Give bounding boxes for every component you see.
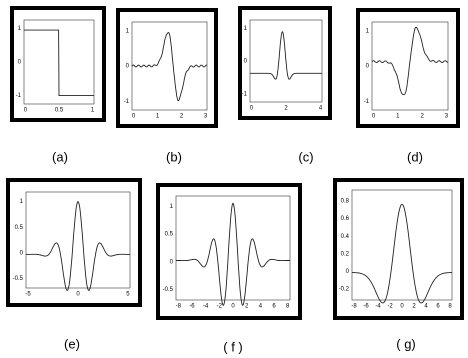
- x-tick-label: 4: [424, 304, 428, 310]
- panel-frame: [238, 6, 332, 120]
- panel-frame: [10, 6, 106, 122]
- x-tick-label: -2: [387, 304, 393, 310]
- y-tick-label: 0.8: [341, 199, 350, 205]
- panel-caption: (e): [64, 336, 80, 351]
- panel-frame: [116, 8, 218, 128]
- y-tick-label: 0.4: [341, 234, 350, 240]
- y-tick-label: -1: [124, 99, 130, 105]
- y-tick-label: -1: [242, 91, 248, 97]
- x-tick-label: -6: [189, 304, 195, 310]
- y-tick-label: -0.5: [163, 287, 174, 293]
- y-tick-label: 1: [366, 28, 370, 34]
- panel-frame: [156, 183, 302, 320]
- x-tick-label: 3: [445, 114, 449, 120]
- x-tick-label: 0: [231, 304, 235, 310]
- x-tick-label: 8: [448, 304, 452, 310]
- plot-box: [25, 191, 131, 289]
- x-tick-label: 0.5: [55, 108, 64, 114]
- x-tick-label: -4: [375, 304, 381, 310]
- curve: [26, 200, 130, 292]
- panel-caption: ( g): [396, 336, 416, 351]
- y-tick-label: 0: [244, 59, 248, 65]
- x-tick-label: 6: [436, 304, 440, 310]
- curve: [176, 202, 290, 307]
- y-tick-label: -1: [364, 99, 370, 105]
- panel-caption: (b): [166, 149, 182, 164]
- panel-frame: [333, 178, 464, 320]
- x-tick-label: 0: [372, 114, 376, 120]
- x-tick-label: 0: [132, 114, 136, 120]
- plot-box: [175, 195, 291, 301]
- panel-frame: [356, 8, 460, 128]
- x-tick-label: -4: [203, 304, 209, 310]
- x-tick-label: 0: [76, 292, 80, 298]
- y-tick-label: 0.6: [341, 216, 350, 222]
- y-tick-label: 0: [366, 64, 370, 70]
- panel-caption: (a): [52, 149, 68, 164]
- y-tick-label: -1: [16, 93, 22, 99]
- y-tick-label: 1: [126, 28, 130, 34]
- x-tick-label: 1: [156, 114, 160, 120]
- x-tick-label: 2: [284, 106, 288, 112]
- y-tick-label: 0.5: [165, 232, 174, 238]
- x-tick-label: 4: [319, 106, 323, 112]
- x-tick-label: 0: [250, 106, 254, 112]
- x-tick-label: 2: [412, 304, 416, 310]
- plot-box: [249, 19, 323, 103]
- x-tick-label: 2: [245, 304, 249, 310]
- panel-caption: ( f ): [223, 339, 243, 354]
- x-tick-label: -6: [363, 304, 369, 310]
- y-tick-label: -0.5: [13, 276, 24, 282]
- x-tick-label: -5: [25, 292, 31, 298]
- panel-frame: [6, 178, 142, 307]
- curve: [131, 31, 208, 102]
- y-tick-label: 0: [18, 60, 22, 66]
- y-tick-label: 0.5: [15, 225, 24, 231]
- plot-box: [371, 21, 449, 111]
- x-tick-label: -2: [217, 304, 223, 310]
- x-tick-label: 4: [259, 304, 263, 310]
- plot-box: [23, 19, 95, 105]
- y-tick-label: 1: [20, 199, 24, 205]
- x-tick-label: 2: [420, 114, 424, 120]
- x-tick-label: 5: [126, 292, 130, 298]
- y-tick-label: 1: [244, 26, 248, 32]
- plot-box: [351, 189, 453, 301]
- x-tick-label: 3: [204, 114, 208, 120]
- x-tick-label: 1: [396, 114, 400, 120]
- x-tick-label: 0: [24, 108, 28, 114]
- x-tick-label: -8: [176, 304, 182, 310]
- y-tick-label: 0: [170, 259, 174, 265]
- curve: [352, 203, 452, 304]
- y-tick-label: 0: [126, 64, 130, 70]
- y-tick-label: 1: [170, 204, 174, 210]
- curve: [250, 31, 322, 80]
- curve: [24, 29, 94, 97]
- y-tick-label: -0.2: [339, 287, 350, 293]
- y-tick-label: 0: [346, 269, 350, 275]
- x-tick-label: 2: [180, 114, 184, 120]
- x-tick-label: 8: [286, 304, 290, 310]
- panel-caption: (c): [298, 149, 313, 164]
- x-tick-label: -8: [351, 304, 357, 310]
- y-tick-label: 0: [20, 250, 24, 256]
- x-tick-label: 0: [400, 304, 404, 310]
- x-tick-label: 6: [272, 304, 276, 310]
- y-tick-label: 0.2: [341, 251, 350, 257]
- curve: [371, 26, 449, 96]
- x-tick-label: 1: [91, 108, 95, 114]
- panel-caption: (d): [407, 149, 423, 164]
- y-tick-label: 1: [18, 26, 22, 32]
